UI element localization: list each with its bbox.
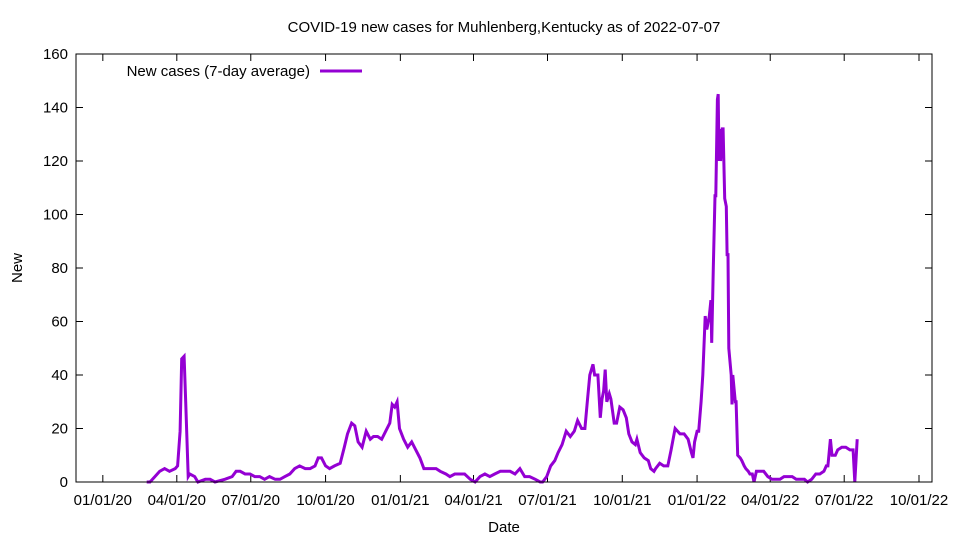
x-tick-label: 07/01/21: [518, 492, 576, 509]
x-tick-label: 10/01/22: [890, 492, 948, 509]
y-tick-label: 100: [43, 207, 68, 224]
x-tick-label: 07/01/22: [815, 492, 873, 509]
y-tick-label: 60: [51, 314, 68, 331]
x-tick-label: 01/01/20: [74, 492, 132, 509]
x-tick-label: 04/01/21: [444, 492, 502, 509]
series-line-new-cases: [146, 93, 859, 484]
x-axis-label: Date: [488, 519, 520, 536]
y-tick-label: 160: [43, 46, 68, 63]
plot-border: [75, 53, 933, 483]
x-tick-label: 10/01/21: [593, 492, 651, 509]
x-tick-label: 10/01/20: [296, 492, 354, 509]
y-tick-label: 140: [43, 100, 68, 117]
x-tick-label: 04/01/20: [148, 492, 206, 509]
y-tick-label: 120: [43, 153, 68, 170]
x-tick-label: 01/01/22: [668, 492, 726, 509]
legend-label: New cases (7-day average): [127, 63, 310, 80]
y-axis: 0 20 40 60 80 100 120 140 160: [43, 46, 932, 491]
x-tick-label: 01/01/21: [371, 492, 429, 509]
y-tick-label: 0: [60, 474, 68, 491]
y-tick-label: 20: [51, 421, 68, 438]
legend: New cases (7-day average): [127, 63, 362, 80]
x-tick-label: 07/01/20: [222, 492, 280, 509]
y-tick-label: 40: [51, 367, 68, 384]
y-axis-label: New: [9, 253, 26, 283]
y-tick-label: 80: [51, 260, 68, 277]
x-axis: 01/01/20 04/01/20 07/01/20 10/01/20 01/01/21…: [74, 54, 948, 509]
chart-title: COVID-19 new cases for Muhlenberg,Kentuc…: [288, 19, 721, 36]
x-tick-label: 04/01/22: [741, 492, 799, 509]
